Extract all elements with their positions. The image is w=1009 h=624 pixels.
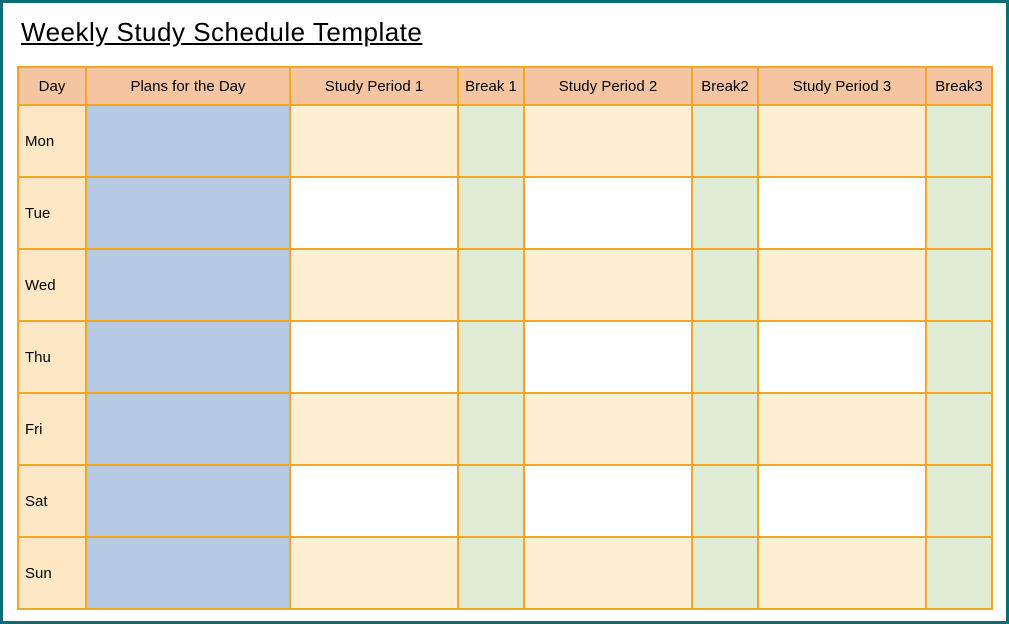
cell-sp1[interactable] xyxy=(290,249,458,321)
cell-b2[interactable] xyxy=(692,465,758,537)
cell-day: Sun xyxy=(18,537,86,609)
cell-sp2[interactable] xyxy=(524,321,692,393)
table-row: Tue xyxy=(18,177,992,249)
table-header-row: Day Plans for the Day Study Period 1 Bre… xyxy=(18,67,992,105)
cell-plans[interactable] xyxy=(86,249,290,321)
cell-day: Mon xyxy=(18,105,86,177)
page-container: Weekly Study Schedule Template Day Plans… xyxy=(0,0,1009,624)
cell-b3[interactable] xyxy=(926,393,992,465)
col-header-day: Day xyxy=(18,67,86,105)
cell-b3[interactable] xyxy=(926,465,992,537)
cell-b2[interactable] xyxy=(692,321,758,393)
col-header-sp3: Study Period 3 xyxy=(758,67,926,105)
cell-sp1[interactable] xyxy=(290,537,458,609)
cell-b3[interactable] xyxy=(926,177,992,249)
cell-plans[interactable] xyxy=(86,393,290,465)
table-row: Thu xyxy=(18,321,992,393)
table-row: Wed xyxy=(18,249,992,321)
page-title: Weekly Study Schedule Template xyxy=(21,17,992,48)
cell-b1[interactable] xyxy=(458,537,524,609)
cell-b3[interactable] xyxy=(926,105,992,177)
cell-sp3[interactable] xyxy=(758,249,926,321)
table-row: Sat xyxy=(18,465,992,537)
cell-sp1[interactable] xyxy=(290,465,458,537)
cell-plans[interactable] xyxy=(86,105,290,177)
cell-b3[interactable] xyxy=(926,249,992,321)
cell-b1[interactable] xyxy=(458,249,524,321)
cell-sp2[interactable] xyxy=(524,393,692,465)
cell-day: Thu xyxy=(18,321,86,393)
table-row: Mon xyxy=(18,105,992,177)
cell-sp3[interactable] xyxy=(758,465,926,537)
table-row: Fri xyxy=(18,393,992,465)
cell-b2[interactable] xyxy=(692,177,758,249)
cell-sp2[interactable] xyxy=(524,105,692,177)
cell-sp2[interactable] xyxy=(524,537,692,609)
cell-day: Wed xyxy=(18,249,86,321)
col-header-sp2: Study Period 2 xyxy=(524,67,692,105)
col-header-break1: Break 1 xyxy=(458,67,524,105)
col-header-sp1: Study Period 1 xyxy=(290,67,458,105)
cell-b2[interactable] xyxy=(692,105,758,177)
table-row: Sun xyxy=(18,537,992,609)
schedule-table: Day Plans for the Day Study Period 1 Bre… xyxy=(17,66,993,610)
cell-plans[interactable] xyxy=(86,177,290,249)
cell-b2[interactable] xyxy=(692,537,758,609)
cell-sp1[interactable] xyxy=(290,321,458,393)
cell-plans[interactable] xyxy=(86,321,290,393)
cell-b3[interactable] xyxy=(926,537,992,609)
col-header-break3: Break3 xyxy=(926,67,992,105)
cell-b1[interactable] xyxy=(458,177,524,249)
cell-sp1[interactable] xyxy=(290,393,458,465)
cell-b1[interactable] xyxy=(458,465,524,537)
cell-b2[interactable] xyxy=(692,249,758,321)
cell-plans[interactable] xyxy=(86,465,290,537)
cell-b1[interactable] xyxy=(458,321,524,393)
cell-b1[interactable] xyxy=(458,105,524,177)
cell-plans[interactable] xyxy=(86,537,290,609)
cell-b2[interactable] xyxy=(692,393,758,465)
col-header-break2: Break2 xyxy=(692,67,758,105)
cell-sp3[interactable] xyxy=(758,321,926,393)
cell-sp2[interactable] xyxy=(524,249,692,321)
col-header-plans: Plans for the Day xyxy=(86,67,290,105)
cell-sp1[interactable] xyxy=(290,105,458,177)
cell-day: Fri xyxy=(18,393,86,465)
cell-sp3[interactable] xyxy=(758,105,926,177)
cell-sp1[interactable] xyxy=(290,177,458,249)
cell-sp3[interactable] xyxy=(758,537,926,609)
cell-sp3[interactable] xyxy=(758,177,926,249)
cell-day: Tue xyxy=(18,177,86,249)
table-body: Mon Tue Wed xyxy=(18,105,992,609)
cell-day: Sat xyxy=(18,465,86,537)
cell-sp2[interactable] xyxy=(524,177,692,249)
cell-sp3[interactable] xyxy=(758,393,926,465)
cell-b3[interactable] xyxy=(926,321,992,393)
cell-sp2[interactable] xyxy=(524,465,692,537)
cell-b1[interactable] xyxy=(458,393,524,465)
